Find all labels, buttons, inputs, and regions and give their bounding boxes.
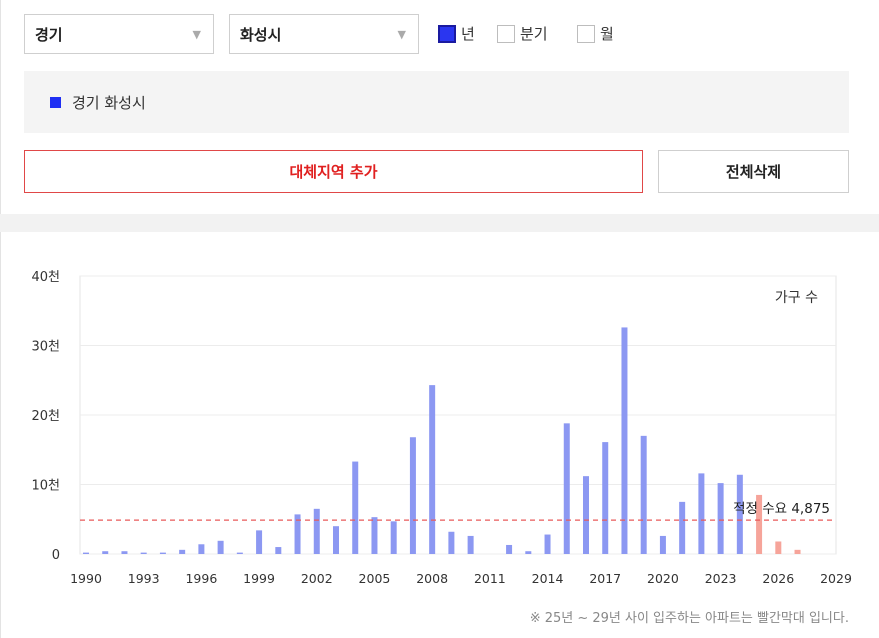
- period-label-quarter: 분기: [520, 25, 548, 43]
- bar-2019[interactable]: [640, 435, 647, 554]
- bar-2008[interactable]: [429, 385, 436, 554]
- bar-2016[interactable]: [583, 476, 589, 554]
- period-label-month: 월: [600, 25, 614, 43]
- chevron-down-icon: ▼: [397, 28, 406, 41]
- bar-1990[interactable]: [83, 552, 89, 554]
- bar-2024[interactable]: [736, 474, 743, 554]
- left-border: [0, 0, 1, 638]
- bar-2006[interactable]: [390, 521, 397, 554]
- bar-2002[interactable]: [313, 508, 320, 554]
- bar-2014[interactable]: [544, 534, 551, 554]
- bar-1993[interactable]: [140, 552, 147, 554]
- checkbox-quarter[interactable]: [497, 24, 515, 43]
- bar-2001[interactable]: [294, 514, 301, 554]
- bar-1998[interactable]: [236, 552, 243, 554]
- x-tick-label: 2008: [416, 571, 448, 586]
- legend-swatch: [50, 97, 61, 108]
- y-tick-label: 20천: [31, 409, 60, 424]
- legend-label: 경기 화성시: [72, 94, 146, 112]
- bar-2009[interactable]: [448, 531, 455, 554]
- x-tick-label: 2029: [820, 571, 852, 586]
- bar-2017[interactable]: [602, 442, 609, 554]
- city-value: 화성시: [240, 25, 282, 44]
- checkbox-year[interactable]: [438, 24, 456, 43]
- bar-1999[interactable]: [256, 530, 263, 554]
- series-label: 가구 수: [775, 290, 818, 306]
- bar-1997[interactable]: [217, 540, 224, 554]
- checkbox-month[interactable]: [577, 24, 595, 43]
- bar-2018[interactable]: [621, 327, 628, 554]
- bar-2010[interactable]: [467, 535, 474, 554]
- bar-2021[interactable]: [679, 501, 686, 554]
- bar-1991[interactable]: [102, 551, 109, 554]
- planned-bar-2027[interactable]: [794, 549, 801, 554]
- bar-2007[interactable]: [409, 437, 416, 554]
- bar-1996[interactable]: [198, 544, 205, 554]
- planned-bar-2026[interactable]: [775, 541, 782, 554]
- x-tick-label: 2023: [705, 571, 737, 586]
- y-tick-label: 10천: [31, 479, 60, 494]
- bar-2015[interactable]: [563, 423, 570, 554]
- bar-2020[interactable]: [659, 535, 666, 554]
- footnote: ※ 25년 ~ 29년 사이 입주하는 아파트는 빨간막대 입니다.: [529, 611, 849, 626]
- selected-region-legend: 경기 화성시: [24, 71, 849, 133]
- period-option-year[interactable]: 년: [438, 23, 475, 44]
- x-tick-label: 2005: [359, 571, 391, 586]
- bar-2012[interactable]: [506, 544, 513, 554]
- reference-line-label: 적정 수요 4,875: [733, 501, 830, 517]
- reference-line-value: 4,875: [791, 501, 830, 517]
- bar-2003[interactable]: [333, 526, 339, 554]
- x-tick-label: 2017: [589, 571, 621, 586]
- x-tick-label: 2020: [647, 571, 679, 586]
- bar-2000[interactable]: [275, 547, 282, 554]
- bar-1992[interactable]: [121, 551, 128, 554]
- y-tick-label: 40천: [31, 270, 60, 285]
- x-tick-label: 2026: [762, 571, 794, 586]
- period-option-quarter[interactable]: 분기: [497, 23, 548, 44]
- bar-1994[interactable]: [159, 552, 166, 554]
- x-tick-label: 1996: [185, 571, 217, 586]
- city-select[interactable]: 화성시 ▼: [229, 14, 419, 54]
- y-tick-label: 0: [52, 548, 60, 563]
- x-tick-label: 2002: [301, 571, 333, 586]
- bar-2023[interactable]: [717, 483, 724, 554]
- reference-line-name: 적정 수요: [733, 501, 791, 517]
- bar-1995[interactable]: [179, 549, 186, 554]
- period-label-year: 년: [461, 25, 475, 43]
- x-tick-label: 1990: [70, 571, 102, 586]
- y-tick-label: 30천: [31, 340, 60, 355]
- x-tick-label: 2014: [532, 571, 564, 586]
- add-alternative-region-button[interactable]: 대체지역 추가: [24, 150, 643, 193]
- period-option-month[interactable]: 월: [577, 23, 614, 44]
- bar-2005[interactable]: [371, 517, 378, 554]
- planned-bar-2025[interactable]: [756, 494, 763, 554]
- x-tick-label: 2011: [474, 571, 506, 586]
- province-select[interactable]: 경기 ▼: [24, 14, 214, 54]
- x-tick-label: 1993: [128, 571, 160, 586]
- bar-2022[interactable]: [698, 473, 705, 554]
- bar-2013[interactable]: [525, 551, 532, 554]
- clear-all-button[interactable]: 전체삭제: [658, 150, 849, 193]
- province-value: 경기: [35, 25, 63, 44]
- x-tick-label: 1999: [243, 571, 275, 586]
- supply-bar-chart: 적정 수요 4,875 0 10천 20천 30천 40천 1990 1993 1996 199…: [31, 270, 852, 586]
- section-divider: [0, 214, 879, 232]
- bar-2004[interactable]: [352, 461, 359, 554]
- chevron-down-icon: ▼: [192, 28, 201, 41]
